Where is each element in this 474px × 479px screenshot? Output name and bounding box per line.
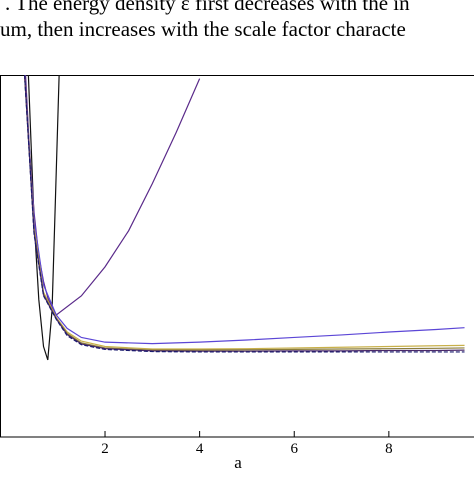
x-axis-label: a [234, 453, 242, 472]
curve [25, 75, 465, 352]
curve [25, 75, 465, 344]
curve [25, 75, 465, 350]
curve [25, 75, 465, 349]
x-tick-label: 8 [385, 441, 393, 457]
curve [25, 75, 465, 351]
x-tick-label: 4 [196, 441, 204, 457]
caption-line: um, then increases with the scale factor… [0, 17, 406, 41]
x-tick-label: 2 [101, 441, 109, 457]
curve [26, 75, 200, 315]
caption-line: . The energy density ε first decreases w… [5, 0, 410, 15]
x-tick-label: 6 [290, 441, 298, 457]
curves [25, 75, 465, 360]
plot-frame [1, 76, 474, 438]
